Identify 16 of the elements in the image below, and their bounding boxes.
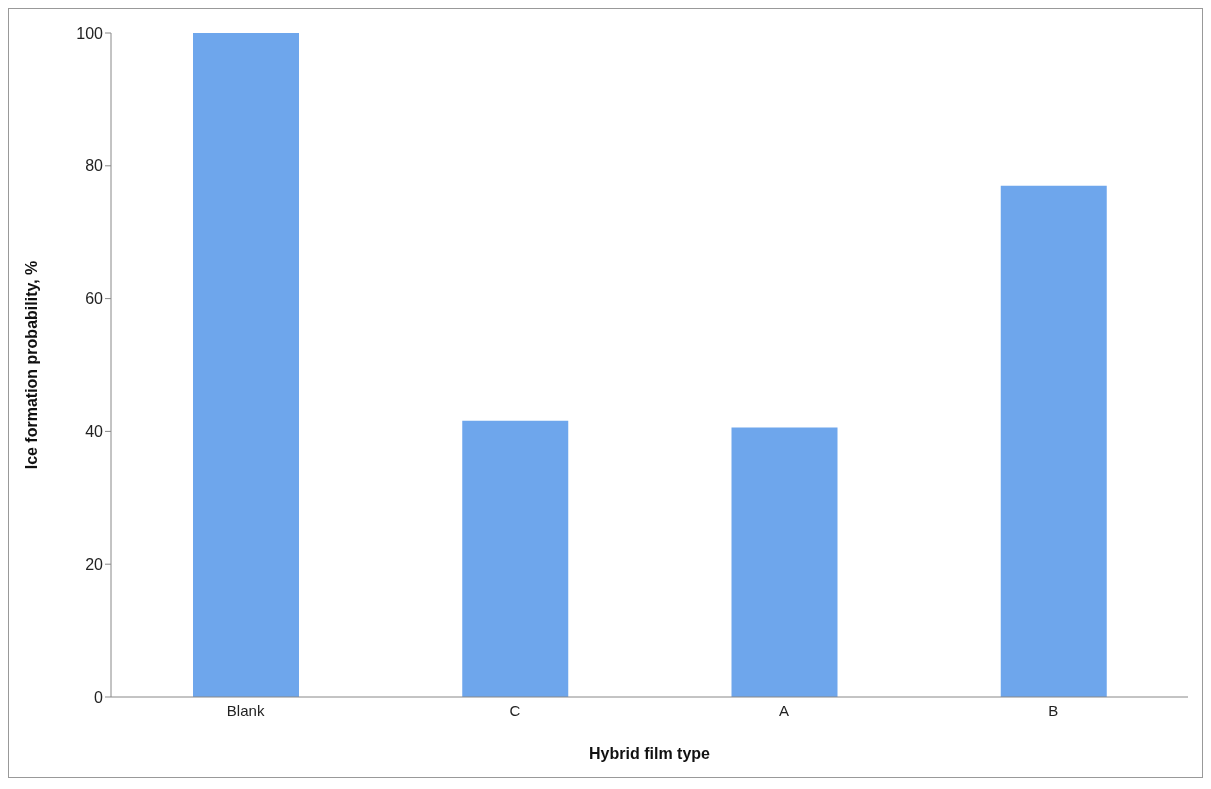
- y-tick-label: 60: [85, 290, 104, 308]
- y-tick-label: 20: [85, 555, 104, 573]
- bar: [462, 420, 569, 697]
- bar: [1000, 185, 1107, 697]
- bar: [731, 427, 838, 697]
- y-tick-label: 40: [85, 423, 104, 441]
- bar: [193, 33, 299, 697]
- y-tick-label: 80: [85, 157, 104, 175]
- x-tick-label: A: [779, 701, 790, 719]
- x-axis-title: Hybrid film type: [589, 745, 711, 762]
- y-tick-label: 0: [94, 688, 104, 706]
- x-tick-label: C: [509, 701, 521, 719]
- x-tick-label: B: [1048, 701, 1059, 719]
- x-tick-label: Blank: [226, 701, 265, 719]
- y-tick-label: 100: [76, 24, 104, 42]
- y-axis-title: Ice formation probability, %: [22, 260, 40, 470]
